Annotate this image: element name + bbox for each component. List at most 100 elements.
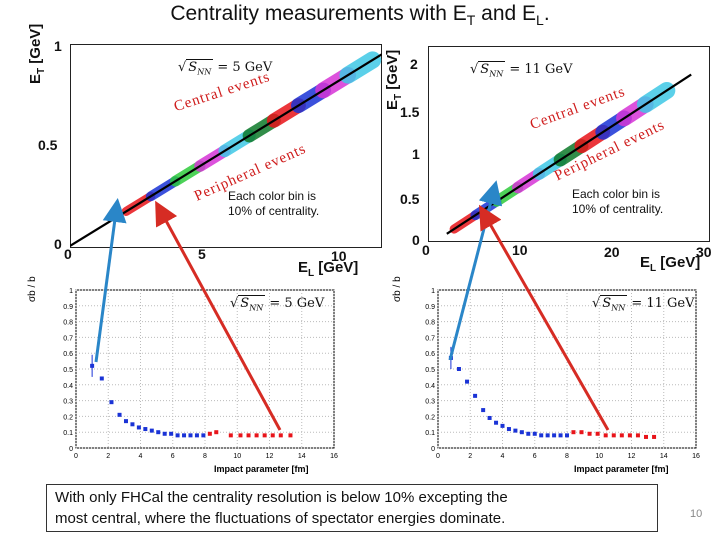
chart2-xtick-10: 10 (512, 242, 528, 258)
data-point (117, 412, 122, 417)
data-point (156, 430, 161, 435)
data-point (182, 433, 187, 438)
x-tick-label: 4 (139, 453, 143, 460)
data-point (552, 433, 557, 438)
data-point (539, 433, 544, 438)
chart4-content: 00.10.20.30.40.50.60.70.80.910 2 4 6 8 10 12 14… (425, 288, 700, 460)
data-point (228, 433, 233, 438)
page-number: 10 (690, 508, 703, 520)
data-point (123, 419, 128, 424)
y-tick-label: 0.8 (63, 320, 73, 327)
x-tick-label: 10 (233, 453, 241, 460)
x-tick-label: 4 (501, 453, 505, 460)
chart1-xtick-5: 5 (198, 246, 206, 262)
data-point (214, 430, 219, 435)
data-point (513, 428, 518, 433)
data-point (595, 431, 600, 436)
arrow-blue-left (94, 198, 127, 363)
chart2-xtick-30: 30 (696, 244, 712, 260)
chart1-ytick-05: 0.5 (38, 137, 58, 153)
chart4-plot: 00.10.20.30.40.50.60.70.80.910 2 4 6 8 10 12 14… (425, 288, 700, 460)
chart2-ytick-2: 2 (410, 56, 418, 72)
data-point (143, 427, 148, 432)
arrow-red-right (479, 204, 610, 431)
x-tick-label: 8 (203, 453, 207, 460)
chart2-ytick-0: 0 (412, 232, 420, 248)
x-tick-label: 16 (692, 453, 700, 460)
data-point (175, 433, 180, 438)
data-point (90, 363, 95, 368)
y-tick-label: 0 (431, 446, 435, 453)
data-point (558, 433, 563, 438)
y-tick-label: 0.9 (425, 304, 435, 311)
data-point (465, 379, 470, 384)
data-point (194, 433, 199, 438)
data-point (571, 430, 576, 435)
conclusion-line-1: With only FHCal the centrality resolutio… (55, 489, 508, 506)
arrow-red-left (155, 200, 282, 431)
x-tick-label: 14 (298, 453, 306, 460)
y-tick-label: 0.2 (63, 414, 73, 421)
chart2-note: Each color bin is 10% of centrality. (572, 187, 664, 216)
data-point (162, 431, 167, 436)
x-tick-label: 0 (436, 453, 440, 460)
data-point (587, 431, 592, 436)
data-point (456, 367, 461, 371)
data-point (254, 433, 259, 438)
conclusion-line-2: most central, where the fluctuations of … (55, 510, 506, 527)
chart1-xtick-10: 10 (331, 248, 347, 264)
data-point (262, 433, 267, 438)
chart1-xtick-0: 0 (64, 246, 72, 262)
data-point (481, 408, 486, 413)
chart1-note: Each color bin is 10% of centrality. (228, 189, 320, 218)
y-tick-label: 1 (431, 288, 435, 295)
data-point (611, 433, 616, 438)
data-point (270, 433, 275, 438)
data-point (169, 431, 174, 436)
data-point (532, 431, 537, 436)
data-point (644, 434, 649, 439)
data-point (494, 420, 499, 425)
x-tick-label: 2 (468, 453, 472, 460)
y-tick-label: 0.4 (63, 383, 73, 390)
y-tick-label: 0.7 (63, 335, 73, 342)
data-point (506, 427, 511, 432)
chart1-xlabel: EL [GeV] (298, 259, 359, 279)
y-tick-label: 0.6 (425, 351, 435, 358)
data-point (136, 425, 141, 430)
chart1-ytick-1: 1 (54, 38, 62, 54)
data-point (519, 430, 524, 435)
chart3-xlabel: Impact parameter [fm] (214, 464, 309, 474)
data-point (635, 433, 640, 438)
x-tick-label: 14 (660, 453, 668, 460)
data-point (579, 430, 584, 435)
data-point (627, 433, 632, 438)
chart1-ytick-0: 0 (54, 236, 62, 252)
data-point (149, 428, 154, 433)
chart2-ytick-1: 1 (412, 146, 420, 162)
chart2-xlabel: EL [GeV] (640, 254, 701, 274)
data-point (278, 433, 283, 438)
data-point (487, 415, 492, 420)
y-tick-label: 0.3 (63, 399, 73, 406)
y-tick-label: 0.2 (425, 414, 435, 421)
chart4-xlabel: Impact parameter [fm] (574, 464, 669, 474)
chart2-xtick-20: 20 (604, 244, 620, 260)
y-tick-label: 0.4 (425, 383, 435, 390)
data-point (526, 431, 531, 436)
x-tick-label: 6 (533, 453, 537, 460)
y-tick-label: 0.7 (425, 335, 435, 342)
chart2-ytick-15: 1.5 (400, 104, 420, 120)
x-tick-label: 0 (74, 453, 78, 460)
data-point (619, 433, 624, 438)
y-tick-label: 0.1 (63, 430, 73, 437)
x-tick-label: 12 (628, 453, 636, 460)
data-point (565, 433, 569, 438)
data-point (500, 423, 505, 428)
chart3-plot: 00.10.20.30.40.50.60.70.80.910 2 4 6 8 10 12 14… (63, 288, 338, 460)
data-point (473, 393, 478, 398)
data-point (109, 400, 114, 405)
x-tick-label: 12 (266, 453, 274, 460)
x-tick-label: 2 (106, 453, 110, 460)
